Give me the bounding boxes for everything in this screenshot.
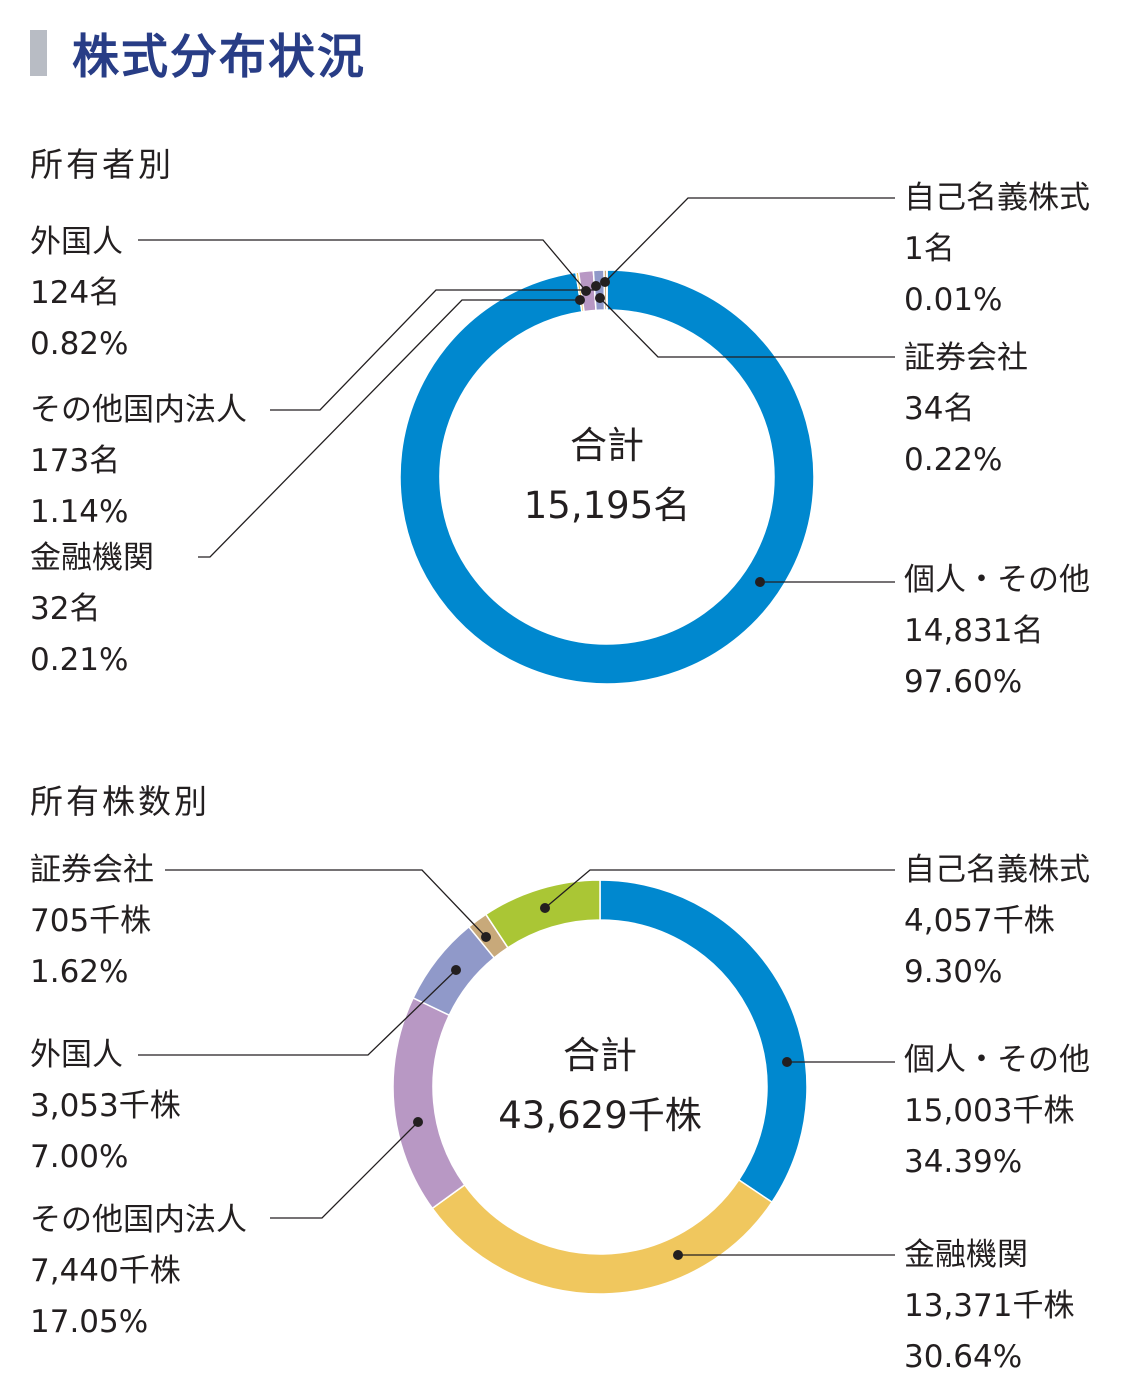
c1-slice-individual <box>400 270 814 684</box>
c2-leader-securities <box>165 870 486 937</box>
c1-dot-securities <box>595 293 605 303</box>
c1-dot-treasury <box>600 277 610 287</box>
c1-leader-treasury <box>605 198 895 282</box>
donut-shares <box>393 880 807 1294</box>
c2-dot-foreign <box>451 965 461 975</box>
c2-leader-domestic-corp <box>270 1122 418 1218</box>
c2-dot-domestic-corp <box>413 1117 423 1127</box>
c1-dot-foreign <box>581 286 591 296</box>
donut-holders <box>400 270 814 684</box>
c1-leader-foreign <box>138 240 586 291</box>
c1-center-value: 15,195名 <box>524 484 690 527</box>
c1-dot-domestic-corp <box>591 281 601 291</box>
c1-dot-financial <box>575 295 585 305</box>
c2-dot-securities <box>481 932 491 942</box>
c2-slice-financial <box>432 1180 772 1294</box>
c2-slice-domestic-corp <box>393 998 465 1208</box>
c2-slice-treasury <box>486 880 600 948</box>
c2-dot-financial <box>673 1250 683 1260</box>
c2-dot-treasury <box>540 903 550 913</box>
c1-center-label: 合計 <box>570 424 644 467</box>
c2-center-value: 43,629千株 <box>498 1094 701 1137</box>
c1-dot-individual <box>755 577 765 587</box>
c2-center-label: 合計 <box>563 1034 637 1077</box>
c2-dot-individual <box>782 1057 792 1067</box>
